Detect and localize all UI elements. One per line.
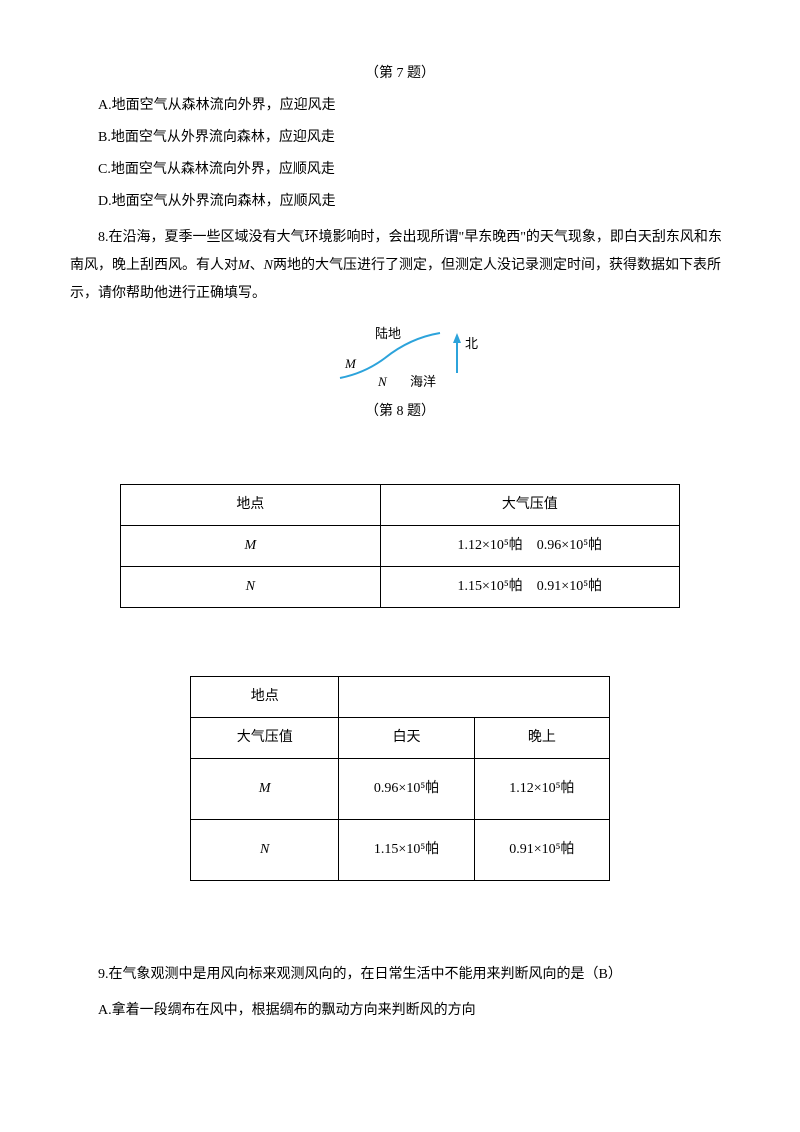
q7-option-b: B.地面空气从外界流向森林，应迎风走 bbox=[70, 124, 730, 152]
q8-text: 8.在沿海，夏季一些区域没有大气环境影响时，会出现所谓"早东晚西"的天气现象，即… bbox=[70, 224, 730, 308]
table1-M-loc: M bbox=[121, 526, 381, 567]
q8-table2: 地点 大气压值 白天 晚上 M 0.96×10⁵帕 1.12×10⁵帕 N 1.… bbox=[190, 676, 610, 881]
table2-N-loc: N bbox=[191, 820, 339, 881]
table2-h-loc: 地点 bbox=[191, 677, 339, 718]
table2-h-day: 白天 bbox=[339, 718, 474, 759]
table2-N-label: N bbox=[260, 842, 269, 857]
q8-N: N bbox=[264, 258, 273, 273]
q8-text-mid1: 、 bbox=[250, 258, 264, 273]
north-arrow-head bbox=[453, 333, 461, 343]
table-row: 大气压值 白天 晚上 bbox=[191, 718, 610, 759]
table1-N-label: N bbox=[246, 579, 255, 594]
fig-land-label: 陆地 bbox=[375, 326, 401, 341]
table2-h-val: 大气压值 bbox=[191, 718, 339, 759]
table1-h-val: 大气压值 bbox=[380, 485, 679, 526]
table-row: M 0.96×10⁵帕 1.12×10⁵帕 bbox=[191, 759, 610, 820]
table-row: M 1.12×10⁵帕 0.96×10⁵帕 bbox=[121, 526, 680, 567]
fig-M-label: M bbox=[344, 356, 357, 371]
table1-N-loc: N bbox=[121, 567, 381, 608]
q8-table1: 地点 大气压值 M 1.12×10⁵帕 0.96×10⁵帕 N 1.15×10⁵… bbox=[120, 484, 680, 608]
table1-M-label: M bbox=[244, 538, 256, 553]
table2-M-loc: M bbox=[191, 759, 339, 820]
q8-M: M bbox=[238, 258, 250, 273]
fig-north-label: 北 bbox=[465, 336, 478, 351]
table1-N-val: 1.15×10⁵帕 0.91×10⁵帕 bbox=[380, 567, 679, 608]
q9-text: 9.在气象观测中是用风向标来观测风向的，在日常生活中不能用来判断风向的是（B） bbox=[70, 961, 730, 989]
q7-option-a: A.地面空气从森林流向外界，应迎风走 bbox=[70, 92, 730, 120]
table2-M-label: M bbox=[259, 781, 271, 796]
fig-sea-label: 海洋 bbox=[410, 374, 436, 389]
q9-option-a: A.拿着一段绸布在风中，根据绸布的飘动方向来判断风的方向 bbox=[70, 997, 730, 1025]
table2-h-night: 晚上 bbox=[474, 718, 609, 759]
table2-N-night: 0.91×10⁵帕 bbox=[474, 820, 609, 881]
table2-N-day: 1.15×10⁵帕 bbox=[339, 820, 474, 881]
q7-caption: （第 7 题） bbox=[70, 60, 730, 88]
q8-figure-caption: （第 8 题） bbox=[70, 398, 730, 426]
table-row: 地点 bbox=[191, 677, 610, 718]
fig-N-label: N bbox=[377, 374, 388, 389]
q7-option-d: D.地面空气从外界流向森林，应顺风走 bbox=[70, 188, 730, 216]
table1-h-loc: 地点 bbox=[121, 485, 381, 526]
table-row: N 1.15×10⁵帕 0.91×10⁵帕 bbox=[191, 820, 610, 881]
table-row: N 1.15×10⁵帕 0.91×10⁵帕 bbox=[121, 567, 680, 608]
q8-figure: 陆地 M N 海洋 北 （第 8 题） bbox=[70, 318, 730, 426]
table2-M-day: 0.96×10⁵帕 bbox=[339, 759, 474, 820]
table2-blank-header bbox=[339, 677, 610, 718]
table2-M-night: 1.12×10⁵帕 bbox=[474, 759, 609, 820]
q7-option-c: C.地面空气从森林流向外界，应顺风走 bbox=[70, 156, 730, 184]
table1-M-val: 1.12×10⁵帕 0.96×10⁵帕 bbox=[380, 526, 679, 567]
table-row: 地点 大气压值 bbox=[121, 485, 680, 526]
